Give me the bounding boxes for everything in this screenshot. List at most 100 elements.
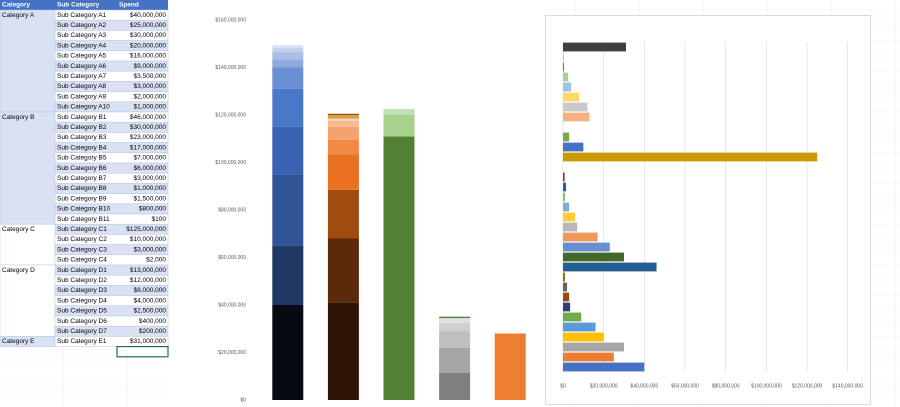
bar (563, 42, 627, 52)
category-cell (0, 264, 56, 337)
bar-segment (439, 317, 471, 319)
y-tick-label: $100,000,000 (215, 160, 246, 166)
sub-category: Sub Category C2 (57, 236, 107, 243)
bar (563, 242, 610, 252)
bar (563, 342, 624, 352)
bar (563, 262, 657, 272)
bar (563, 62, 564, 72)
x-tick-label: $40,000,000 (630, 383, 658, 389)
sub-category: Sub Category C1 (57, 226, 107, 233)
spend: $9,000,000 (133, 63, 166, 70)
sub-category: Sub Category D5 (57, 308, 107, 315)
spend: $16,000,000 (130, 53, 167, 60)
bar-segment (327, 113, 359, 115)
bar (563, 82, 572, 92)
bar (563, 212, 576, 222)
header-row (0, 0, 168, 10)
category-cell (0, 9, 56, 113)
bar-segment (327, 189, 359, 239)
bar-segment (383, 136, 415, 400)
sub-category: Sub Category A10 (57, 104, 110, 111)
bar-segment (439, 318, 471, 323)
bar-segment (327, 126, 359, 140)
category-label: Category D (2, 267, 35, 274)
bar (563, 182, 567, 192)
category-label: Category A (2, 12, 35, 19)
x-tick-label: $0 (560, 383, 566, 389)
bar (563, 292, 570, 302)
y-tick-label: $0 (240, 397, 246, 403)
bar-segment (272, 305, 304, 400)
bar-segment (272, 47, 304, 53)
sub-category: Sub Category B1 (57, 114, 107, 121)
bar (563, 252, 624, 262)
sub-category: Sub Category D2 (57, 277, 107, 284)
bar-segment (439, 372, 471, 400)
bar-segment (439, 331, 471, 348)
bar-segment (439, 322, 471, 332)
column-header: Category (2, 2, 31, 9)
bar-segment (272, 67, 304, 89)
spend: $2,000 (146, 257, 166, 264)
sub-category: Sub Category A8 (57, 83, 107, 90)
bar-segment (327, 139, 359, 155)
sub-category: Sub Category A1 (57, 12, 107, 19)
spend: $17,000,000 (130, 144, 167, 151)
spend: $1,000,000 (133, 185, 166, 192)
bar (563, 102, 588, 112)
bar-segment (327, 115, 359, 119)
bar-segment (327, 118, 359, 121)
bar-segment (272, 59, 304, 68)
spend: $6,000,000 (133, 165, 166, 172)
spend: $1,000,000 (133, 104, 166, 111)
spend: $200,000 (139, 328, 166, 335)
bar (563, 142, 584, 152)
spend: $30,000,000 (130, 32, 167, 39)
sub-category: Sub Category A6 (57, 63, 107, 70)
spend: $3,000,000 (133, 175, 166, 182)
bar (563, 352, 614, 362)
x-tick-label: $100,000,000 (751, 383, 782, 389)
spend: $8,000,000 (133, 287, 166, 294)
spend: $2,500,000 (133, 308, 166, 315)
row-band (54, 336, 169, 347)
bar-segment (327, 120, 359, 127)
bar-segment (272, 52, 304, 60)
spend: $800,000 (139, 206, 166, 213)
x-tick-label: $140,000,000 (832, 383, 863, 389)
spend: $46,000,000 (130, 114, 167, 121)
sub-category: Sub Category B11 (57, 216, 110, 223)
sub-category: Sub Category B2 (57, 124, 107, 131)
sub-category: Sub Category D1 (57, 267, 107, 274)
sub-category: Sub Category A9 (57, 93, 107, 100)
bar (563, 112, 590, 122)
bar-segment (327, 154, 359, 190)
spend: $7,000,000 (133, 155, 166, 162)
bar-segment (327, 302, 359, 400)
x-tick-label: $20,000,000 (590, 383, 618, 389)
bar (563, 282, 568, 292)
bar (563, 92, 580, 102)
sub-category: Sub Category A5 (57, 53, 107, 60)
sub-category: Sub Category A4 (57, 42, 107, 49)
spend: $30,000,000 (130, 124, 167, 131)
spend: $12,000,000 (130, 277, 167, 284)
spend: $1,500,000 (133, 195, 166, 202)
sub-category: Sub Category C3 (57, 246, 107, 253)
bar (563, 132, 570, 142)
sub-category: Sub Category D4 (57, 297, 107, 304)
sub-category: Sub Category B3 (57, 134, 107, 141)
sub-category: Sub Category E1 (57, 338, 107, 345)
category-label: Category C (2, 226, 35, 233)
sub-category: Sub Category B5 (57, 155, 107, 162)
sub-category: Sub Category B9 (57, 195, 107, 202)
y-tick-label: $40,000,000 (218, 302, 246, 308)
sub-category: Sub Category D3 (57, 287, 107, 294)
spend: $25,000,000 (130, 22, 167, 29)
sub-category: Sub Category A3 (57, 32, 107, 39)
sub-category: Sub Category B4 (57, 144, 107, 151)
sub-category: Sub Category A7 (57, 73, 107, 80)
spend: $40,000,000 (130, 12, 167, 19)
column-header: Sub Category (57, 2, 100, 9)
sub-category: Sub Category B6 (57, 165, 107, 172)
